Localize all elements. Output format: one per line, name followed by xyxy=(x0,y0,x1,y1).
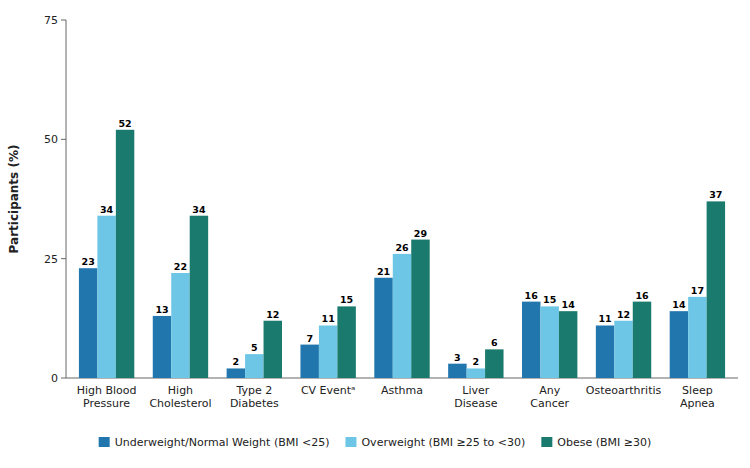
data-label: 11 xyxy=(598,313,611,324)
bar xyxy=(467,368,485,378)
y-tick-label: 75 xyxy=(44,14,58,27)
bar xyxy=(374,278,392,378)
legend-label: Overweight (BMI ≥25 to <30) xyxy=(361,436,525,449)
bar xyxy=(190,216,208,378)
data-label: 16 xyxy=(635,290,649,301)
bars xyxy=(79,130,725,378)
bar xyxy=(319,325,337,378)
bar xyxy=(171,273,189,378)
data-label: 26 xyxy=(395,242,409,253)
data-label: 17 xyxy=(691,285,704,296)
bar xyxy=(559,311,577,378)
data-label: 2 xyxy=(233,356,240,367)
x-tick-label: AnyCancer xyxy=(530,384,569,410)
legend: Underweight/Normal Weight (BMI <25) Overw… xyxy=(99,436,652,449)
x-tick-label: High BloodPressure xyxy=(77,384,137,410)
data-label: 37 xyxy=(709,189,722,200)
bar xyxy=(411,240,429,378)
y-tick-label: 25 xyxy=(44,253,58,266)
bar xyxy=(153,316,171,378)
x-tick-label: Asthma xyxy=(381,384,423,397)
legend-swatch xyxy=(99,437,110,447)
data-label: 34 xyxy=(192,204,206,215)
legend-label: Obese (BMI ≥30) xyxy=(557,436,651,449)
x-tick-label: LiverDisease xyxy=(454,384,497,410)
y-axis-label: Participants (%) xyxy=(7,145,21,254)
bar xyxy=(393,254,411,378)
bar xyxy=(614,321,632,378)
data-label: 6 xyxy=(491,337,498,348)
bar xyxy=(264,321,282,378)
legend-swatch xyxy=(345,437,356,447)
bar xyxy=(79,268,97,378)
x-tick-label: SleepApnea xyxy=(680,384,715,410)
bar xyxy=(633,302,651,378)
data-label: 5 xyxy=(251,342,258,353)
data-label: 23 xyxy=(82,256,95,267)
data-label: 3 xyxy=(454,352,461,363)
data-label: 52 xyxy=(118,118,131,129)
y-tick xyxy=(61,258,66,259)
y-tick xyxy=(61,20,66,21)
bar xyxy=(227,368,245,378)
y-axis xyxy=(66,20,67,378)
data-label: 29 xyxy=(414,228,427,239)
bar xyxy=(245,354,263,378)
data-label: 13 xyxy=(155,304,168,315)
bar xyxy=(596,325,614,378)
legend-item: Overweight (BMI ≥25 to <30) xyxy=(345,436,525,449)
bar xyxy=(337,306,355,378)
data-label: 21 xyxy=(377,266,390,277)
bar xyxy=(116,130,134,378)
data-label: 14 xyxy=(562,299,576,310)
data-label: 11 xyxy=(322,313,335,324)
y-tick xyxy=(61,139,66,140)
data-label: 15 xyxy=(340,294,353,305)
bar xyxy=(97,216,115,378)
bar xyxy=(448,364,466,378)
x-tick-label: Type 2Diabetes xyxy=(230,384,279,410)
bar xyxy=(522,302,540,378)
data-label: 7 xyxy=(306,333,313,344)
chart: 0255075Participants (%)23132721316111434… xyxy=(0,0,750,468)
legend-label: Underweight/Normal Weight (BMI <25) xyxy=(115,436,330,449)
legend-swatch xyxy=(541,437,552,447)
data-label: 16 xyxy=(525,290,539,301)
bar xyxy=(485,349,503,378)
data-labels: 23 13 2 7 21 3 16 11 14 34 22 5 11 26 2 15 12 17 52 34 12 15 2… xyxy=(82,118,723,368)
data-label: 12 xyxy=(266,309,279,320)
data-label: 2 xyxy=(473,356,480,367)
y-tick xyxy=(61,378,66,379)
data-label: 14 xyxy=(672,299,686,310)
data-label: 22 xyxy=(174,261,187,272)
legend-item: Underweight/Normal Weight (BMI <25) xyxy=(99,436,330,449)
bar xyxy=(670,311,688,378)
bar xyxy=(707,201,725,378)
x-tick-label: Osteoarthritis xyxy=(586,384,662,397)
bar xyxy=(300,345,318,378)
y-tick-label: 50 xyxy=(44,133,58,146)
y-tick-label: 0 xyxy=(51,372,58,385)
data-label: 12 xyxy=(617,309,630,320)
bar xyxy=(540,306,558,378)
bar xyxy=(688,297,706,378)
data-label: 34 xyxy=(100,204,114,215)
data-label: 15 xyxy=(543,294,556,305)
legend-item: Obese (BMI ≥30) xyxy=(541,436,651,449)
x-tick-label: HighCholesterol xyxy=(149,384,211,410)
x-tick-label: CV Eventᵃ xyxy=(301,384,356,397)
